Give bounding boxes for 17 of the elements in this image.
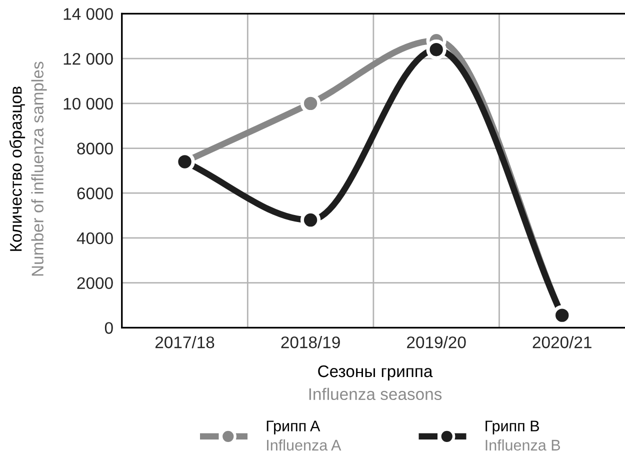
point xyxy=(426,40,446,60)
y-tick-label: 10 000 xyxy=(64,98,113,110)
x-tick-label: 2019/20 xyxy=(407,336,466,348)
y-tick-label: 6000 xyxy=(77,188,113,200)
x-tick-label: 2020/21 xyxy=(532,336,592,348)
x-axis-title: Сезоны гриппа Influenza seasons xyxy=(309,365,442,400)
y-tick-label: 2000 xyxy=(77,277,113,290)
legend-label: Грипп A Influenza A xyxy=(266,420,342,451)
y-tick-label: 14 000 xyxy=(64,8,113,20)
x-tick-label: 2017/18 xyxy=(155,336,214,348)
y-tick-label: 0 xyxy=(104,322,113,334)
y-tick-label: 12 000 xyxy=(64,52,113,65)
y-tick-label: 4000 xyxy=(76,232,113,244)
y-tick-label: 8000 xyxy=(77,142,113,154)
x-tick-label: 2018/19 xyxy=(281,336,340,348)
y-axis-title: Количество образцов Number of influenza samples xyxy=(9,62,47,276)
legend-label: Грипп B Influenza B xyxy=(486,420,560,451)
